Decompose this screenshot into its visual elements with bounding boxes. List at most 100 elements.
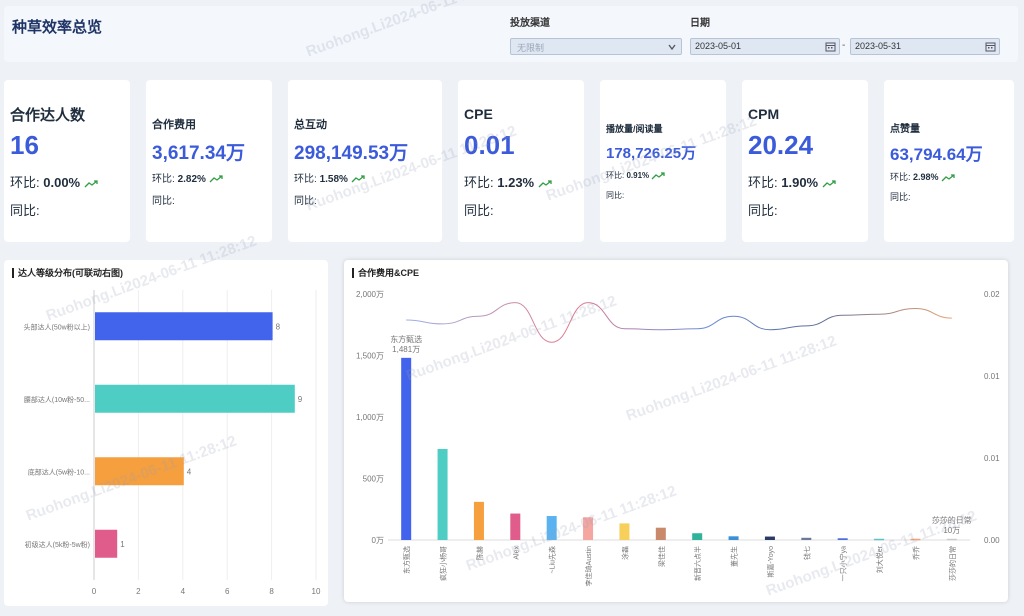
kpi-label: CPM bbox=[748, 106, 780, 122]
panel-title: 达人等级分布(可联动右图) bbox=[12, 268, 123, 278]
bar bbox=[764, 536, 775, 540]
y-tick-label-left: 500万 bbox=[363, 475, 384, 484]
kpi-ratio: 环比: 1.58% bbox=[294, 170, 365, 185]
kpi-yoy: 同比: bbox=[748, 203, 778, 218]
kpi-value: 298,149.53万 bbox=[294, 143, 409, 164]
x-tick-label: 4 bbox=[181, 587, 186, 596]
series-line bbox=[406, 302, 952, 343]
kpi-ratio-value: 2.98% bbox=[913, 172, 939, 182]
y-tick-label-left: 1,000万 bbox=[356, 413, 384, 422]
trend-up-icon bbox=[351, 175, 365, 183]
page-title: 种草效率总览 bbox=[12, 19, 103, 36]
kpi-value: 63,794.64万 bbox=[890, 145, 983, 164]
category-label: 李佳琦Austin bbox=[584, 546, 593, 587]
kpi-ratio: 环比: 1.90% bbox=[748, 172, 836, 191]
data-label: 10万 bbox=[943, 526, 960, 535]
category-label: 疯狂小杨哥 bbox=[439, 546, 448, 581]
kpi-ratio-value: 1.58% bbox=[319, 174, 348, 185]
bar bbox=[95, 312, 273, 341]
trend-up-icon bbox=[651, 172, 666, 180]
kpi-label: CPE bbox=[464, 106, 493, 122]
category-label: 刘大悦er bbox=[875, 545, 884, 573]
category-label: Alex bbox=[513, 546, 520, 560]
bar bbox=[801, 537, 812, 540]
y-tick-label-right: 0.00 bbox=[984, 536, 1000, 545]
x-tick-label: 2 bbox=[136, 587, 141, 596]
bar bbox=[95, 384, 295, 413]
kpi-yoy: 同比: bbox=[890, 192, 911, 202]
channel-select[interactable]: 无限制 bbox=[510, 38, 682, 55]
category-label: 涂磊 bbox=[620, 546, 629, 560]
bar bbox=[95, 457, 184, 486]
calendar-icon bbox=[825, 42, 836, 52]
calendar-icon bbox=[985, 42, 996, 52]
data-label: 1,481万 bbox=[392, 345, 420, 354]
category-label: 一只小宁ya bbox=[839, 546, 848, 581]
x-tick-label: 0 bbox=[92, 587, 97, 596]
kpi-ratio-value: 0.00% bbox=[43, 175, 81, 190]
kpi-card-likes: 点赞量 63,794.64万 环比: 2.98% 同比: bbox=[884, 80, 1014, 242]
kpi-card-cpm: CPM 20.24 环比: 1.90% 同比: bbox=[742, 80, 868, 242]
category-label: 新晋六点半 bbox=[693, 546, 702, 581]
bar bbox=[546, 516, 557, 540]
kpi-label: 合作费用 bbox=[152, 119, 196, 131]
date-end-input[interactable]: 2023-05-31 bbox=[850, 38, 1000, 55]
x-tick-label: 10 bbox=[312, 587, 321, 596]
bar bbox=[473, 501, 484, 540]
category-label: 斯嘉-Yoyo bbox=[766, 546, 775, 578]
bar bbox=[437, 448, 448, 540]
y-tick-label-left: 0万 bbox=[372, 536, 384, 545]
bar bbox=[692, 533, 703, 540]
kpi-card-cpe: CPE 0.01 环比: 1.23% 同比: bbox=[458, 80, 584, 242]
data-label: 8 bbox=[276, 322, 281, 331]
data-label-name: 莎莎的日常 bbox=[932, 515, 972, 525]
bar bbox=[510, 513, 521, 540]
kpi-ratio-value: 0.91% bbox=[626, 171, 650, 180]
category-label: 腰部达人(10w粉-50... bbox=[24, 395, 90, 404]
bar bbox=[583, 517, 594, 540]
date-start-input[interactable]: 2023-05-01 bbox=[690, 38, 840, 55]
kpi-label: 总互动 bbox=[294, 119, 327, 131]
talent-level-panel: 达人等级分布(可联动右图) 0 2 4 6 8 10 头部达人(50w粉以上) 8 腰部达人(1… bbox=[4, 260, 328, 606]
bar bbox=[910, 538, 921, 541]
x-tick-label: 8 bbox=[269, 587, 274, 596]
kpi-ratio: 环比: 2.82% bbox=[152, 170, 223, 185]
bar bbox=[619, 523, 630, 540]
trend-up-icon bbox=[941, 173, 955, 182]
bar bbox=[401, 357, 412, 540]
kpi-card-interaction: 总互动 298,149.53万 环比: 1.58% 同比: bbox=[288, 80, 442, 242]
kpi-ratio-value: 1.23% bbox=[497, 175, 535, 190]
category-label: 东方甄选 bbox=[402, 546, 411, 574]
kpi-label: 点赞量 bbox=[890, 124, 920, 135]
category-label: 头部达人(50w粉以上) bbox=[23, 322, 90, 331]
kpi-yoy: 同比: bbox=[10, 203, 40, 218]
cost-cpe-chart: 0万 500万 1,000万 1,500万 2,000万 0.00 0.01 0.01 0.02… bbox=[356, 290, 1000, 587]
kpi-ratio-value: 2.82% bbox=[177, 174, 206, 185]
category-label: 陈赫 bbox=[475, 546, 484, 560]
kpi-value: 0.01 bbox=[464, 130, 515, 160]
trend-up-icon bbox=[84, 179, 98, 188]
category-label: 董先生 bbox=[730, 546, 739, 567]
kpi-yoy: 同比: bbox=[464, 203, 494, 218]
kpi-ratio: 环比: 1.23% bbox=[464, 172, 552, 191]
y-tick-label-left: 1,500万 bbox=[356, 352, 384, 361]
kpi-value: 16 bbox=[10, 130, 39, 160]
y-tick-label-right: 0.02 bbox=[984, 290, 1000, 299]
x-tick-label: 6 bbox=[225, 587, 230, 596]
date-separator: - bbox=[842, 40, 846, 51]
channel-label: 投放渠道 bbox=[510, 18, 550, 29]
y-tick-label-right: 0.01 bbox=[984, 454, 1000, 463]
kpi-ratio: 环比: 0.00% bbox=[10, 172, 98, 191]
category-label: 梁佳佳 bbox=[657, 546, 666, 567]
date-label: 日期 bbox=[690, 18, 710, 29]
bar bbox=[946, 538, 957, 541]
data-label: 4 bbox=[187, 467, 192, 476]
trend-up-icon bbox=[538, 179, 552, 188]
kpi-value: 3,617.34万 bbox=[152, 143, 245, 164]
category-label: 钱七 bbox=[802, 546, 811, 560]
filter-header: 种草效率总览 投放渠道 无限制 日期 bbox=[4, 6, 1018, 62]
kpi-yoy: 同比: bbox=[294, 196, 317, 207]
bar bbox=[95, 529, 118, 558]
panel-title: 合作费用&CPE bbox=[352, 268, 419, 278]
kpi-yoy: 同比: bbox=[152, 196, 175, 207]
